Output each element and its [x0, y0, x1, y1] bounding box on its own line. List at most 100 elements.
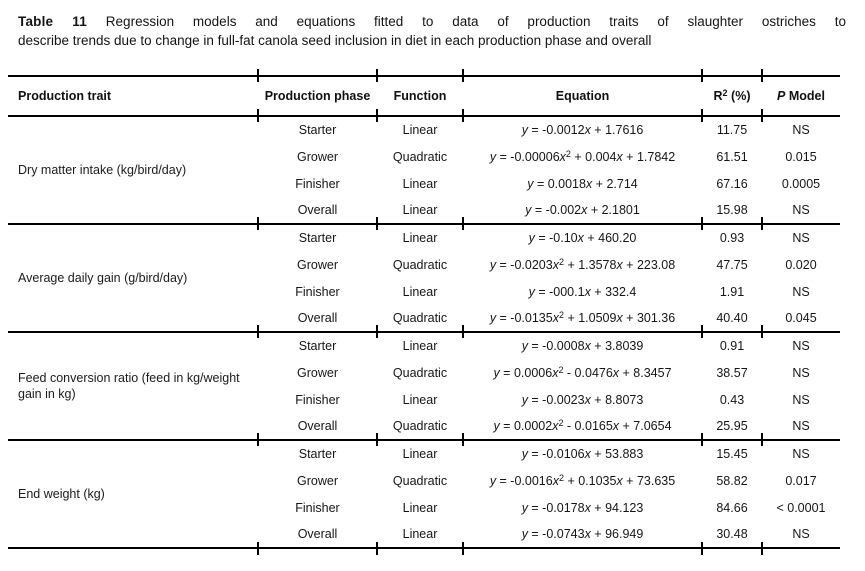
production-trait-cell: Feed conversion ratio (feed in kg/weight…	[8, 331, 258, 440]
function-cell: Quadratic	[392, 473, 448, 488]
r-squared-cell: 25.95	[716, 419, 748, 433]
regression-table: Production trait Production phase Functi…	[8, 68, 840, 555]
equation-cell: y = -0.0178x + 94.123	[521, 500, 644, 515]
equation-cell: y = -0.00006x2 + 0.004x + 1.7842	[489, 148, 676, 164]
table-header: Production trait Production phase Functi…	[8, 68, 840, 116]
r-squared-cell: 67.16	[716, 176, 748, 191]
function-cell: Linear	[376, 521, 463, 555]
phase-cell: Grower	[297, 257, 338, 272]
phase-cell: Starter	[257, 110, 377, 143]
phase-cell: Overall	[297, 311, 338, 325]
equation-cell: y = -0.0016x2 + 0.1035x + 73.635	[489, 472, 676, 488]
phase-cell: Finisher	[295, 392, 340, 407]
header-p-model: P Model	[761, 68, 840, 116]
p-model-cell: 0.045	[785, 311, 817, 325]
function-cell: Linear	[402, 500, 438, 515]
equation-cell: y = -0.002x + 2.1801	[525, 203, 640, 217]
header-row: Production trait Production phase Functi…	[8, 68, 840, 116]
table-row: Grower Quadratic y = 0.0006x2 - 0.0476x + …	[8, 359, 840, 386]
p-model-cell: NS	[792, 419, 810, 433]
function-cell: Linear	[376, 110, 463, 143]
function-cell: Linear	[402, 203, 438, 217]
r-squared-cell: 58.82	[716, 473, 748, 488]
p-model-cell: NS	[761, 521, 840, 555]
phase-cell: Grower	[297, 149, 338, 164]
r-squared-cell: 1.91	[719, 284, 745, 299]
table-row: Finisher Linear y = -0.0178x + 94.123 84.66…	[8, 494, 840, 521]
r-squared-cell: 30.48	[701, 521, 762, 555]
table-row: Grower Quadratic y = -0.0016x2 + 0.1035x +…	[8, 467, 840, 494]
equation-cell: y = 0.0006x2 - 0.0476x + 8.3457	[493, 364, 672, 380]
phase-cell: Overall	[297, 419, 338, 433]
table-row: Overall Quadratic y = -0.0135x2 + 1.0509x …	[8, 305, 840, 332]
phase-cell: Starter	[257, 434, 377, 467]
function-cell: Quadratic	[392, 149, 448, 164]
r-squared-cell: 0.91	[701, 326, 762, 359]
table-row: Feed conversion ratio (feed in kg/weight…	[8, 326, 840, 440]
phase-cell: Finisher	[295, 500, 340, 515]
function-cell: Quadratic	[392, 419, 448, 433]
p-model-cell: NS	[761, 326, 840, 359]
p-model-cell: 0.0005	[781, 176, 821, 191]
equation-cell: y = -0.0203x2 + 1.3578x + 223.08	[489, 256, 676, 272]
r-squared-cell: 47.75	[716, 257, 748, 272]
table-caption-number: Table 11	[18, 14, 87, 29]
table-row: Grower Quadratic y = -0.00006x2 + 0.004x +…	[8, 143, 840, 170]
function-cell: Linear	[376, 434, 463, 467]
table-caption-line1: Table 11 Regression models and equations…	[18, 12, 846, 31]
function-cell: Quadratic	[392, 365, 448, 380]
table-row: Overall Linear y = -0.0743x + 96.949 30.48 N…	[8, 521, 840, 555]
p-model-italic: P	[777, 88, 786, 103]
r-squared-base: R	[713, 88, 723, 103]
production-trait-cell: Average daily gain (g/bird/day)	[8, 223, 258, 332]
function-cell: Linear	[402, 392, 438, 407]
r-squared-cell: 0.43	[719, 392, 745, 407]
r-squared-cell: 38.57	[716, 365, 748, 380]
equation-cell: y = 0.0002x2 - 0.0165x + 7.0654	[493, 418, 672, 434]
function-cell: Linear	[376, 326, 463, 359]
r-squared-cell: 0.93	[701, 218, 762, 251]
equation-cell: y = -0.10x + 460.20	[462, 218, 702, 251]
phase-cell: Starter	[257, 326, 377, 359]
table-row: Overall Quadratic y = 0.0002x2 - 0.0165x +…	[8, 413, 840, 440]
table-row: Finisher Linear y = 0.0018x + 2.714 67.16 0.…	[8, 170, 840, 197]
equation-cell: y = -0.0012x + 1.7616	[462, 110, 702, 143]
p-model-cell: 0.017	[785, 473, 817, 488]
header-production-trait: Production trait	[18, 88, 112, 103]
phase-cell: Grower	[297, 473, 338, 488]
r-squared-cell: 61.51	[716, 149, 748, 164]
phase-cell: Overall	[257, 521, 377, 555]
equation-cell: y = -000.1x + 332.4	[528, 284, 637, 299]
equation-cell: y = -0.0008x + 3.8039	[462, 326, 702, 359]
equation-cell: y = 0.0018x + 2.714	[527, 176, 638, 191]
p-model-cell: NS	[792, 365, 810, 380]
table-row: Finisher Linear y = -000.1x + 332.4 1.91 NS	[8, 278, 840, 305]
function-cell: Linear	[376, 218, 463, 251]
table-caption: Table 11 Regression models and equations…	[18, 12, 846, 50]
p-model-cell: NS	[792, 203, 810, 217]
p-model-cell: NS	[761, 434, 840, 467]
p-model-cell: 0.015	[785, 149, 817, 164]
r-squared-cell: 11.75	[701, 110, 762, 143]
table-caption-line2: describe trends due to change in full-fa…	[18, 33, 652, 48]
p-model-cell: < 0.0001	[776, 500, 826, 515]
table-row: Dry matter intake (kg/bird/day) Starter Li…	[8, 110, 840, 224]
header-equation: Equation	[462, 68, 702, 116]
function-cell: Quadratic	[392, 311, 448, 325]
table-row: Grower Quadratic y = -0.0203x2 + 1.3578x +…	[8, 251, 840, 278]
phase-cell: Overall	[297, 203, 338, 217]
p-model-rest: Model	[785, 88, 825, 103]
table-body: Dry matter intake (kg/bird/day) Starter Li…	[8, 110, 840, 555]
function-cell: Linear	[402, 284, 438, 299]
table-row: Average daily gain (g/bird/day) Starter Li…	[8, 218, 840, 332]
header-production-phase: Production phase	[257, 68, 377, 116]
production-trait-cell: End weight (kg)	[8, 439, 258, 548]
p-model-cell: NS	[792, 392, 810, 407]
phase-cell: Finisher	[295, 284, 340, 299]
r-squared-cell: 40.40	[716, 311, 748, 325]
header-function: Function	[376, 68, 463, 116]
equation-cell: y = -0.0135x2 + 1.0509x + 301.36	[489, 310, 676, 326]
r-squared-cell: 15.98	[716, 203, 748, 217]
function-cell: Quadratic	[392, 257, 448, 272]
